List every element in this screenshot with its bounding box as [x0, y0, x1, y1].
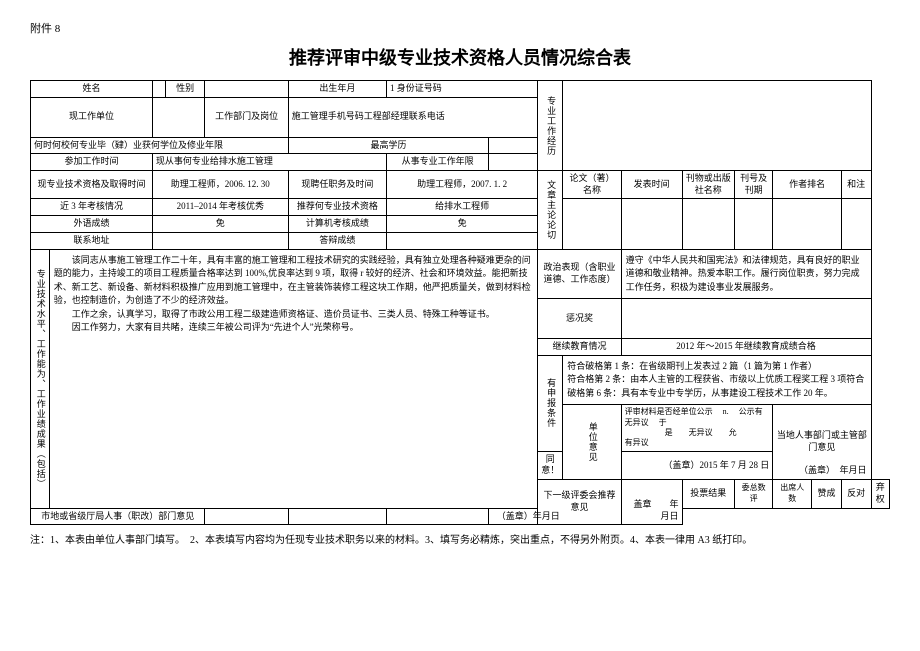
edu2-label: 继续教育情况: [538, 339, 621, 356]
pol-label: 政治表现（含职业道德、工作态度）: [538, 249, 621, 299]
dept-label: 工作部门及岗位: [205, 97, 288, 137]
unit-label: 现工作单位: [31, 97, 153, 137]
main-table: 姓名 性别 出生年月 1 身份证号码 专业工作经历 现工作单位 工作部门及岗位 …: [30, 80, 890, 525]
assess-label: 近 3 年考核情况: [31, 199, 153, 216]
unit-val: [152, 97, 205, 137]
page-title: 推荐评审中级专业技术资格人员情况综合表: [30, 44, 890, 70]
hr-seal: （盖章） 年月日: [799, 465, 867, 477]
birth-label: 出生年月: [288, 81, 386, 98]
years-val: [489, 154, 538, 171]
p3: [682, 199, 734, 249]
footer-note: 注：1、本表由单位人事部门填写。 2、本表填写内容均为任现专业技术职务以来的材料…: [30, 531, 890, 546]
honor-label: 惩况奖: [538, 299, 621, 339]
hr-op-label: 当地人事部门或主管部门意见: [776, 430, 867, 453]
rec-label: 推荐何专业技术资格: [288, 199, 386, 216]
publisher: 刊物或出版社名称: [682, 171, 734, 199]
p5: [773, 199, 842, 249]
comp-val: 免: [386, 216, 537, 233]
grad-label: 何时何校何专业毕（肄）业获何学位及修业年限: [31, 137, 289, 154]
yu: 于: [659, 418, 667, 427]
addr-label: 联系地址: [31, 232, 153, 249]
review-q: 评审材料是否经单位公示: [625, 407, 713, 416]
attend-cnt: 出席人数: [773, 480, 812, 508]
paper-name: 论文（著）名称: [563, 171, 621, 199]
p2: [621, 199, 682, 249]
gender-val: [205, 81, 288, 98]
qual-val: 助理工程师，2006. 12. 30: [152, 171, 288, 199]
def-val: [386, 232, 537, 249]
pub-time: 发表时间: [621, 171, 682, 199]
edu2-val: 2012 年～2015 年继续教育成绩合格: [621, 339, 871, 356]
ability-col: 专业技术水平、工作能为、工作业绩成果（包括）: [31, 249, 50, 508]
issue: 刊号及刊期: [734, 171, 772, 199]
review-block: 评审材料是否经单位公示 n. 公示有无异议 于 是 无异议 允 有异议: [621, 405, 773, 452]
seal1: （盖章）2015 年 7 月 28 日: [621, 451, 773, 479]
assess-val: 2011–2014 年考核优秀: [152, 199, 288, 216]
yes: 赞成: [812, 480, 842, 508]
v3: [386, 508, 488, 525]
career-col: 专业工作经历: [538, 81, 563, 171]
apply-val: 符合破格第 1 条：在省级期刊上发表过 2 篇（1 篇为第 1 作者） 符合格第…: [563, 355, 871, 405]
n: n.: [723, 407, 729, 416]
vote-label: 投票结果: [682, 480, 734, 508]
wu: 允: [729, 428, 737, 437]
years-label: 从事专业工作年限: [386, 154, 488, 171]
seal2: （盖章）年月日: [489, 508, 563, 525]
agree: 同意！: [541, 454, 559, 477]
v1: [205, 508, 288, 525]
addr-val: [152, 232, 288, 249]
unit-op-label: 单位意见: [563, 405, 621, 480]
remark: 和注: [841, 171, 871, 199]
join-label: 参加工作时间: [31, 154, 153, 171]
ability-body: 该同志从事施工管理工作二十年，具有丰富的施工管理和工程技术研究的实践经验，具有独…: [49, 249, 538, 508]
city-hr: 市地或省级厅局人事（职改）部门意见: [31, 508, 205, 525]
comp-label: 计算机考核成绩: [288, 216, 386, 233]
edu-label: 最高学历: [288, 137, 489, 154]
p1: [563, 199, 621, 249]
career-body: [563, 81, 871, 171]
comm-cnt: 委总数评: [734, 480, 772, 508]
apply-col: 有申报条件: [538, 355, 563, 451]
post-label: 现聘任职务及时间: [288, 171, 386, 199]
you: 有异议: [625, 438, 649, 447]
abstain: 弃权: [871, 480, 890, 508]
contact-val: 施工管理手机号码工程部经理联系电话: [288, 97, 538, 137]
edu-val: [489, 137, 538, 154]
name-val: [152, 81, 165, 98]
papers-col: 文章主论论切: [538, 171, 563, 249]
author-rank: 作者排名: [773, 171, 842, 199]
v2: [288, 508, 386, 525]
p6: [841, 199, 871, 249]
gender-label: 性别: [165, 81, 205, 98]
attachment-label: 附件 8: [30, 20, 890, 36]
agree-cell: 同意！: [538, 451, 563, 479]
honor-val: [621, 299, 871, 339]
spec-val: 现从事何专业给排水施工管理: [152, 154, 386, 171]
post-val: 助理工程师，2007. 1. 2: [386, 171, 537, 199]
no: 反对: [841, 480, 871, 508]
foreign-val: 免: [152, 216, 288, 233]
p4: [734, 199, 772, 249]
shi: 是: [665, 428, 673, 437]
pol-val: 遵守《中华人民共和国宪法》和法律规范，具有良好的职业道德和敬业精神。热爱本职工作…: [621, 249, 871, 299]
next-seal: 盖章 年月日: [621, 480, 682, 525]
id-label: 1 身份证号码: [386, 81, 537, 98]
hr-op: 当地人事部门或主管部门意见 （盖章） 年月日: [773, 405, 871, 480]
foreign-label: 外语成绩: [31, 216, 153, 233]
qual-label: 现专业技术资格及取得时间: [31, 171, 153, 199]
def-label: 答辩成绩: [288, 232, 386, 249]
name-label: 姓名: [31, 81, 153, 98]
rec-val: 给排水工程师: [386, 199, 537, 216]
